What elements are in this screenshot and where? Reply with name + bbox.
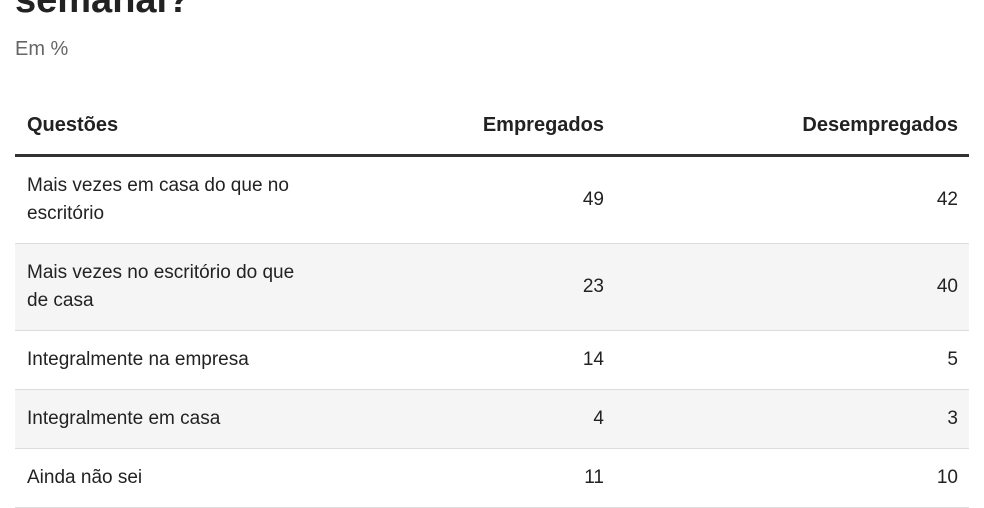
column-header: Questões	[27, 113, 119, 136]
cell-value: 42	[936, 189, 958, 210]
cell-label: Integralmente na empresa	[27, 349, 249, 370]
header-row: Questões Empregados Desempregados	[15, 96, 969, 157]
cell-value: 3	[947, 408, 958, 429]
title: semanal?	[15, 0, 191, 21]
cell-value: 10	[936, 467, 958, 488]
table: Questões Empregados Desempregados Mais veze…	[15, 96, 969, 508]
cell-label: Ainda não sei	[27, 467, 143, 488]
cell-value: 49	[582, 189, 604, 210]
cell-value: 23	[582, 276, 604, 297]
subtitle: Em %	[15, 38, 69, 60]
table-row: Mais vezes em casa do que no escritório 4…	[15, 157, 969, 244]
table-row: Integralmente em casa 4 3	[15, 390, 969, 449]
cell-label: Integralmente em casa	[27, 408, 221, 429]
table-row: Mais vezes no escritório do que de casa 2…	[15, 244, 969, 331]
column-header: Desempregados	[802, 113, 958, 136]
cell-label: Mais vezes no escritório do que de casa	[27, 262, 295, 311]
cell-value: 11	[584, 467, 604, 488]
cell-value: 40	[936, 276, 958, 297]
cell-label: Mais vezes em casa do que no escritório	[27, 175, 289, 224]
cell-value: 5	[947, 349, 958, 370]
cell-value: 4	[593, 408, 604, 429]
table-row: Ainda não sei 11 10	[15, 449, 969, 508]
table-row: Integralmente na empresa 14 5	[15, 331, 969, 390]
column-header: Empregados	[482, 113, 604, 136]
cell-value: 14	[582, 349, 604, 370]
